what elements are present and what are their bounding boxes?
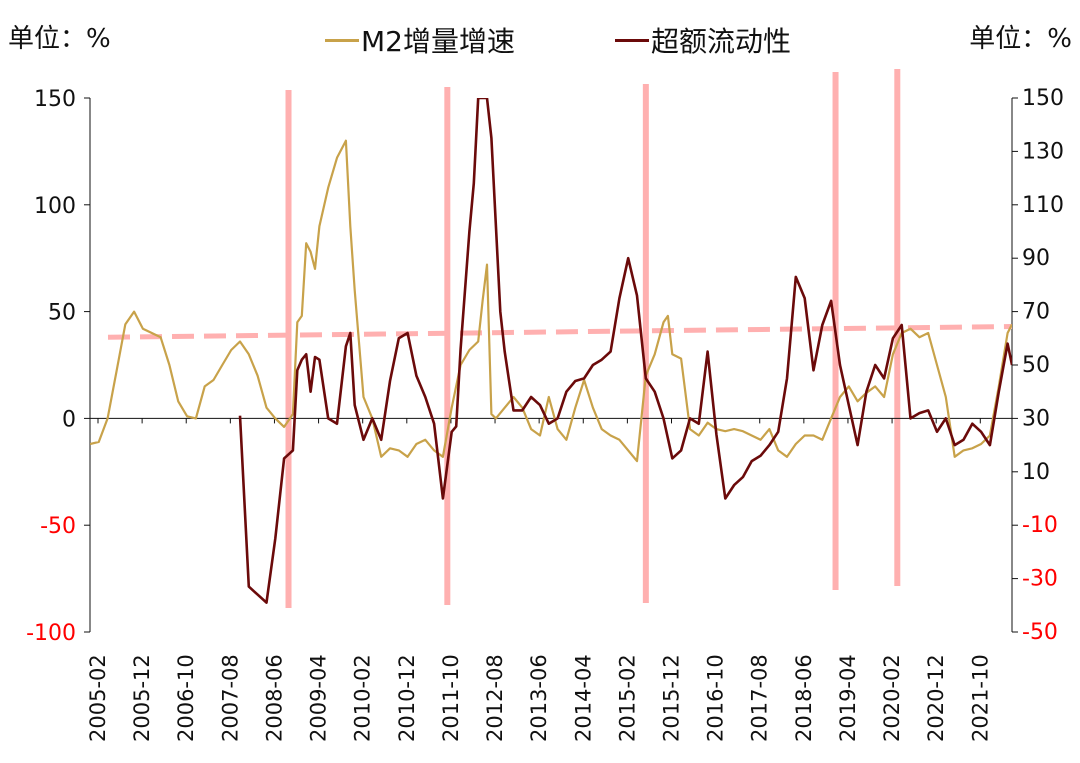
right-y-tick-label: -50 <box>1022 620 1058 645</box>
right-y-tick-label: 30 <box>1022 406 1050 431</box>
x-tick-label: 2013-06 <box>527 654 551 742</box>
left-y-tick-label: 150 <box>34 87 76 112</box>
x-tick-label: 2010-02 <box>351 654 375 742</box>
x-tick-label: 2020-02 <box>880 654 904 742</box>
x-tick-label: 2006-10 <box>174 654 198 742</box>
legend-label-m2: M2增量增速 <box>361 25 515 58</box>
series-line-excess-liquidity <box>238 98 1012 604</box>
x-tick-label: 2005-02 <box>86 654 110 742</box>
right-y-tick-label: 90 <box>1022 246 1050 271</box>
left-y-tick-label: 0 <box>62 407 76 432</box>
x-tick-label: 2015-02 <box>615 654 639 742</box>
x-tick-label: 2021-10 <box>968 654 992 742</box>
right-y-tick-label: 70 <box>1022 300 1050 325</box>
x-tick-label: 2005-12 <box>130 654 154 742</box>
legend-item-excess-liquidity: 超额流动性 <box>615 20 791 60</box>
right-y-tick-label: 130 <box>1022 139 1064 164</box>
left-y-tick-label: -100 <box>26 621 76 646</box>
right-y-tick-label: -10 <box>1022 513 1058 538</box>
legend-label-excess-liquidity: 超额流动性 <box>651 25 792 58</box>
left-y-tick-label: 100 <box>34 194 76 219</box>
x-tick-label: 2007-08 <box>218 654 242 742</box>
right-y-tick-label: 50 <box>1022 353 1050 378</box>
x-tick-label: 2019-04 <box>836 654 860 742</box>
right-y-tick-label: 10 <box>1022 460 1050 485</box>
x-tick-label: 2016-10 <box>704 654 728 742</box>
x-tick-label: 2015-12 <box>659 654 683 742</box>
legend-item-m2: M2增量增速 <box>325 20 515 60</box>
left-y-tick-label: -50 <box>40 514 76 539</box>
x-tick-label: 2017-08 <box>748 654 772 742</box>
left-axis-unit: 单位：% <box>8 24 111 54</box>
x-tick-label: 2010-12 <box>395 654 419 742</box>
x-tick-label: 2012-08 <box>483 654 507 742</box>
x-tick-label: 2020-12 <box>924 654 948 742</box>
x-tick-label: 2014-04 <box>571 654 595 742</box>
x-tick-label: 2018-06 <box>792 654 816 742</box>
x-tick-label: 2011-10 <box>439 654 463 742</box>
right-y-tick-label: 150 <box>1022 86 1064 111</box>
legend-swatch-m2 <box>325 38 359 42</box>
series-line-m2 <box>90 139 1012 463</box>
x-tick-label: 2009-04 <box>307 654 331 742</box>
x-tick-label: 2008-06 <box>262 654 286 742</box>
left-y-tick-label: 50 <box>48 301 76 326</box>
right-axis-unit: 单位：% <box>969 24 1072 54</box>
right-y-tick-label: -30 <box>1022 567 1058 592</box>
legend-swatch-excess-liquidity <box>615 38 649 42</box>
average-dashed-line <box>107 324 1013 340</box>
right-y-tick-label: 110 <box>1022 193 1064 218</box>
